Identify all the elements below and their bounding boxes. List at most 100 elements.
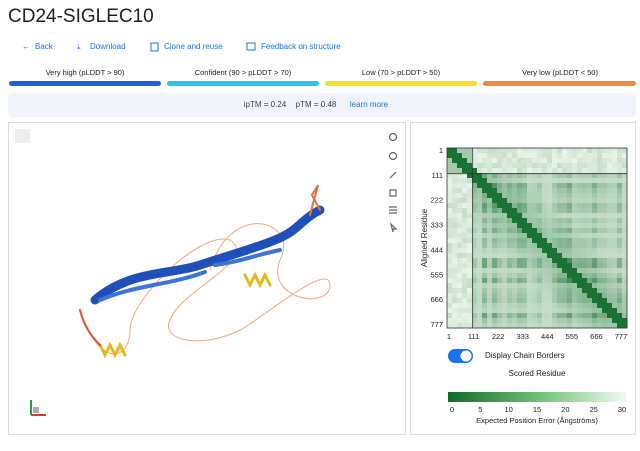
loop-region bbox=[79, 223, 331, 355]
tool-icon[interactable] bbox=[389, 171, 397, 179]
back-icon[interactable]: ← bbox=[22, 42, 30, 51]
clone-icon[interactable] bbox=[150, 42, 159, 52]
focus-icon[interactable] bbox=[388, 151, 398, 161]
heatmap-cell bbox=[617, 148, 623, 154]
heatmap-cell bbox=[562, 293, 568, 299]
heatmap-cell bbox=[517, 198, 523, 204]
heatmap-cell bbox=[457, 313, 463, 319]
heatmap-cell bbox=[507, 178, 513, 184]
heatmap-cell bbox=[582, 203, 588, 209]
heatmap-cell bbox=[542, 233, 548, 239]
heatmap-cell bbox=[487, 178, 493, 184]
heatmap-cell bbox=[457, 263, 463, 269]
heatmap-cell bbox=[552, 298, 558, 304]
heatmap-cell bbox=[587, 243, 593, 249]
heatmap-cell bbox=[497, 318, 503, 324]
heatmap-cell bbox=[622, 183, 628, 189]
heatmap-cell bbox=[522, 283, 528, 289]
heatmap-cell bbox=[532, 318, 538, 324]
structure-viewer[interactable] bbox=[8, 122, 406, 435]
expand-icon[interactable] bbox=[389, 189, 397, 197]
heatmap-cell bbox=[522, 323, 528, 329]
heatmap-cell bbox=[502, 243, 508, 249]
feedback-button[interactable]: Feedback on structure bbox=[261, 42, 341, 51]
heatmap-cell bbox=[537, 223, 543, 229]
heatmap-cell bbox=[582, 318, 588, 324]
learn-more-link[interactable]: learn more bbox=[350, 100, 389, 109]
heatmap-cell bbox=[477, 313, 483, 319]
heatmap-cell bbox=[492, 318, 498, 324]
toggle-knob[interactable] bbox=[460, 350, 472, 362]
heatmap-cell bbox=[472, 163, 478, 169]
heatmap-cell bbox=[572, 278, 578, 284]
heatmap-cell bbox=[567, 243, 573, 249]
heatmap-cell bbox=[597, 228, 603, 234]
heatmap-cell bbox=[477, 263, 483, 269]
heatmap-cell bbox=[602, 148, 608, 154]
heatmap-cell bbox=[557, 158, 563, 164]
heatmap-cell bbox=[527, 288, 533, 294]
heatmap-cell bbox=[547, 203, 553, 209]
heatmap-cell bbox=[512, 208, 518, 214]
settings-icon[interactable] bbox=[389, 206, 397, 214]
heatmap-cell bbox=[537, 318, 543, 324]
heatmap-cell bbox=[542, 258, 548, 264]
heatmap-cell bbox=[502, 253, 508, 259]
heatmap-cell bbox=[492, 153, 498, 159]
clone-button[interactable]: Clone and reuse bbox=[164, 42, 223, 51]
heatmap-cell bbox=[607, 168, 613, 174]
heatmap-cell bbox=[497, 148, 503, 154]
heatmap-cell bbox=[582, 323, 588, 329]
heatmap-cell bbox=[482, 278, 488, 284]
heatmap-cell bbox=[487, 198, 493, 204]
heatmap-cell bbox=[502, 268, 508, 274]
heatmap-cell bbox=[567, 323, 573, 329]
heatmap-cell bbox=[587, 223, 593, 229]
heatmap-cell bbox=[532, 233, 538, 239]
heatmap-cell bbox=[577, 183, 583, 189]
heatmap-cell bbox=[527, 248, 533, 254]
heatmap-cell bbox=[502, 288, 508, 294]
heatmap-cell bbox=[567, 168, 573, 174]
heatmap-cell bbox=[612, 163, 618, 169]
heatmap-cell bbox=[592, 288, 598, 294]
heatmap-cell bbox=[592, 253, 598, 259]
back-button[interactable]: Back bbox=[35, 42, 54, 51]
heatmap-cell bbox=[622, 313, 628, 319]
heatmap-cell bbox=[522, 288, 528, 294]
heatmap-cell bbox=[507, 318, 513, 324]
heatmap-cell bbox=[552, 198, 558, 204]
heatmap-cell bbox=[447, 193, 453, 199]
home-button[interactable] bbox=[15, 129, 30, 143]
heatmap-cell bbox=[462, 188, 468, 194]
heatmap-cell bbox=[562, 253, 568, 259]
heatmap-cell bbox=[457, 203, 463, 209]
heatmap-cell bbox=[547, 183, 553, 189]
heatmap-cell bbox=[557, 258, 563, 264]
heatmap-cell bbox=[597, 223, 603, 229]
download-button[interactable]: Download bbox=[90, 42, 126, 51]
heatmap-cell bbox=[542, 303, 548, 309]
heatmap-cell bbox=[492, 148, 498, 154]
heatmap-cell bbox=[502, 293, 508, 299]
heatmap-cell bbox=[592, 213, 598, 219]
heatmap-cell bbox=[452, 268, 458, 274]
reset-icon[interactable] bbox=[388, 132, 398, 142]
download-icon[interactable]: ⤓ bbox=[77, 42, 81, 51]
feedback-icon[interactable] bbox=[246, 42, 256, 51]
heatmap-cell bbox=[587, 158, 593, 164]
heatmap-cell bbox=[517, 318, 523, 324]
heatmap-cell bbox=[462, 218, 468, 224]
heatmap-cell bbox=[607, 218, 613, 224]
heatmap-cell bbox=[587, 318, 593, 324]
heatmap-cell bbox=[587, 293, 593, 299]
heatmap-cell bbox=[507, 258, 513, 264]
y-tick-label: 444 bbox=[430, 245, 443, 254]
select-icon[interactable] bbox=[389, 222, 398, 233]
heatmap-cell bbox=[542, 213, 548, 219]
heatmap-cell bbox=[582, 148, 588, 154]
heatmap-cell bbox=[492, 278, 498, 284]
heatmap-cell bbox=[467, 168, 473, 174]
heatmap-cell bbox=[537, 238, 543, 244]
heatmap-cell bbox=[482, 323, 488, 329]
